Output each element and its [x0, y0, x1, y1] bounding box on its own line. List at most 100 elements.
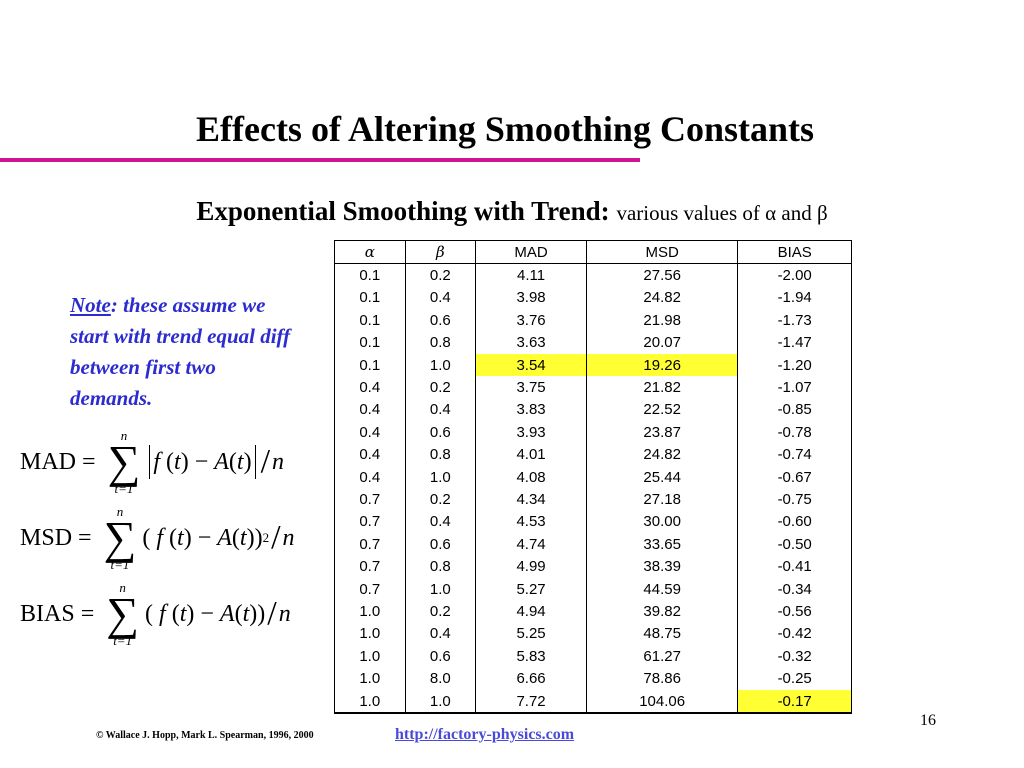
cell-bias: -2.00	[737, 263, 852, 287]
cell-beta: 1.0	[404, 465, 477, 489]
formula-equals: =	[82, 448, 96, 475]
division-slash: /	[260, 443, 271, 480]
formula-equals: =	[78, 524, 92, 551]
cell-mad: 6.66	[475, 667, 587, 690]
summation-sign: n ∑ t=1	[107, 428, 141, 496]
summation-sign: n ∑ t=1	[106, 580, 140, 648]
cell-msd: 21.82	[585, 376, 739, 399]
website-link[interactable]: http://factory-physics.com	[395, 726, 575, 743]
table-row: 0.1 0.6 3.76 21.98 -1.73	[334, 309, 852, 332]
cell-alpha: 0.4	[334, 398, 406, 422]
cell-beta: 1.0	[404, 353, 477, 377]
cell-bias: -1.20	[737, 353, 852, 377]
cell-alpha: 0.1	[334, 309, 406, 332]
smoothing-results-table: α β MAD MSD BIAS 0.1 0.2 4.11 27.56 -2.00 0.1…	[334, 239, 852, 715]
cell-bias: -1.73	[737, 309, 852, 332]
table-row: 0.7 0.8 4.99 38.39 -0.41	[334, 555, 852, 578]
header-beta: β	[404, 239, 477, 265]
table-row: 0.1 1.0 3.54 19.26 -1.20	[334, 353, 852, 377]
cell-msd: 27.18	[585, 488, 739, 511]
cell-msd: 24.82	[585, 286, 739, 310]
title-underline	[0, 158, 640, 162]
cell-msd: 61.27	[585, 645, 739, 668]
table-row: 0.1 0.4 3.98 24.82 -1.94	[334, 286, 852, 310]
page-number: 16	[920, 712, 936, 729]
cell-beta: 0.6	[404, 421, 477, 444]
cell-beta: 0.4	[404, 622, 477, 646]
cell-msd: 21.98	[585, 309, 739, 332]
cell-alpha: 1.0	[334, 645, 406, 668]
formula-lhs: MSD	[20, 524, 73, 551]
cell-alpha: 0.7	[334, 510, 406, 534]
cell-bias: -0.42	[737, 622, 852, 646]
cell-alpha: 0.7	[334, 488, 406, 511]
cell-beta: 0.4	[404, 510, 477, 534]
cell-msd: 104.06	[585, 689, 739, 715]
copyright-notice: © Wallace J. Hopp, Mark L. Spearman, 199…	[96, 730, 314, 741]
cell-beta: 1.0	[404, 577, 477, 601]
cell-mad: 4.74	[475, 533, 587, 556]
cell-msd: 25.44	[585, 465, 739, 489]
table-row: 1.0 8.0 6.66 78.86 -0.25	[334, 667, 852, 690]
formula-body: ( f (t) − A(t))	[145, 600, 266, 627]
note-label: Note	[70, 293, 111, 317]
formula-divisor: n	[272, 448, 285, 475]
cell-alpha: 0.1	[334, 353, 406, 377]
cell-bias: -1.47	[737, 331, 852, 354]
slide-subtitle: Exponential Smoothing with Trend: variou…	[0, 196, 1024, 227]
cell-mad: 3.98	[475, 286, 587, 310]
cell-bias: -1.94	[737, 286, 852, 310]
table-row: 0.7 0.6 4.74 33.65 -0.50	[334, 533, 852, 556]
cell-beta: 1.0	[404, 689, 477, 715]
table-row: 0.4 0.6 3.93 23.87 -0.78	[334, 421, 852, 444]
cell-mad: 3.83	[475, 398, 587, 422]
sum-lower-limit: t=1	[113, 633, 133, 648]
cell-mad: 4.11	[475, 263, 587, 287]
cell-beta: 0.2	[404, 600, 477, 623]
cell-alpha: 0.4	[334, 465, 406, 489]
table-row: 1.0 0.4 5.25 48.75 -0.42	[334, 622, 852, 646]
cell-msd: 38.39	[585, 555, 739, 578]
cell-bias: -0.25	[737, 667, 852, 690]
cell-msd: 24.82	[585, 443, 739, 466]
cell-mad: 3.54	[475, 353, 587, 377]
table-row: 1.0 0.2 4.94 39.82 -0.56	[334, 600, 852, 623]
cell-alpha: 0.4	[334, 443, 406, 466]
table-row: 0.4 1.0 4.08 25.44 -0.67	[334, 465, 852, 489]
abs-bar-left	[149, 445, 151, 479]
cell-mad: 4.08	[475, 465, 587, 489]
cell-alpha: 0.7	[334, 555, 406, 578]
cell-beta: 0.2	[404, 376, 477, 399]
formula-body: f (t) − A(t)	[153, 448, 252, 475]
cell-mad: 3.63	[475, 331, 587, 354]
formula-exponent: 2	[262, 530, 270, 545]
cell-msd: 48.75	[585, 622, 739, 646]
cell-alpha: 1.0	[334, 689, 406, 715]
table-header-row: α β MAD MSD BIAS	[334, 239, 852, 265]
cell-msd: 19.26	[585, 353, 739, 377]
cell-beta: 0.8	[404, 443, 477, 466]
cell-bias: -0.32	[737, 645, 852, 668]
cell-mad: 4.53	[475, 510, 587, 534]
table-row: 0.7 0.2 4.34 27.18 -0.75	[334, 488, 852, 511]
cell-msd: 22.52	[585, 398, 739, 422]
cell-alpha: 0.4	[334, 376, 406, 399]
cell-bias: -0.78	[737, 421, 852, 444]
cell-alpha: 0.1	[334, 263, 406, 287]
cell-beta: 0.6	[404, 645, 477, 668]
cell-msd: 20.07	[585, 331, 739, 354]
header-bias: BIAS	[737, 239, 852, 265]
sum-lower-limit: t=1	[110, 557, 130, 572]
cell-beta: 8.0	[404, 667, 477, 690]
cell-msd: 30.00	[585, 510, 739, 534]
slide-title: Effects of Altering Smoothing Constants	[196, 109, 814, 149]
sum-lower-limit: t=1	[114, 481, 134, 496]
cell-bias: -0.60	[737, 510, 852, 534]
abs-bar-right	[254, 445, 256, 479]
cell-msd: 33.65	[585, 533, 739, 556]
cell-beta: 0.8	[404, 331, 477, 354]
cell-msd: 78.86	[585, 667, 739, 690]
sum-upper-limit: n	[116, 504, 124, 519]
cell-bias: -0.75	[737, 488, 852, 511]
cell-alpha: 0.1	[334, 331, 406, 354]
